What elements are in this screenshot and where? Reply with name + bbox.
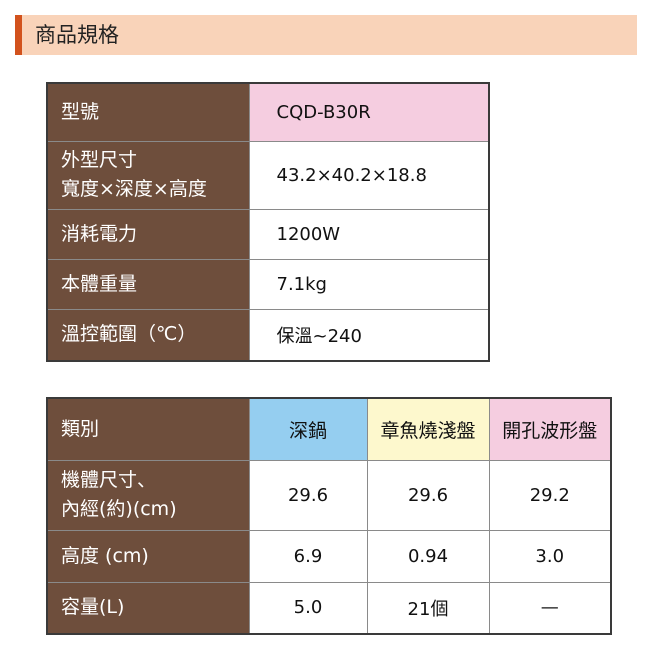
spec-label-weight: 本體重量 [46,258,250,310]
comparison-row-size: 機體尺寸、 內經(約)(cm) 29.6 29.6 29.2 [46,459,612,531]
spec-row-model: 型號 CQD-B30R [46,82,490,142]
spec-label-model: 型號 [46,82,250,142]
spec-row-power: 消耗電力 1200W [46,208,490,260]
comparison-value-capacity-takoyaki-plate: 21個 [366,581,490,635]
column-header-takoyaki-plate: 章魚燒淺盤 [366,397,490,461]
comparison-value-capacity-deep-pot: 5.0 [248,581,368,635]
spec-value-temperature: 保溫~240 [248,308,490,362]
comparison-row-height: 高度 (cm) 6.9 0.94 3.0 [46,529,612,583]
spec-row-weight: 本體重量 7.1kg [46,258,490,310]
comparison-header-row: 類別 深鍋 章魚燒淺盤 開孔波形盤 [46,397,612,461]
comparison-corner-label: 類別 [46,397,250,461]
spec-row-temperature: 溫控範圍（℃） 保溫~240 [46,308,490,362]
comparison-value-height-deep-pot: 6.9 [248,529,368,583]
comparison-value-size-grill-plate: 29.2 [488,459,612,531]
spec-table: 型號 CQD-B30R 外型尺寸 寬度×深度×高度 43.2×40.2×18.8… [46,82,490,362]
column-header-grill-plate: 開孔波形盤 [488,397,612,461]
comparison-row-capacity: 容量(L) 5.0 21個 — [46,581,612,635]
spec-value-weight: 7.1kg [248,258,490,310]
spec-label-temperature: 溫控範圍（℃） [46,308,250,362]
spec-label-dimensions: 外型尺寸 寬度×深度×高度 [46,140,250,210]
comparison-label-height: 高度 (cm) [46,529,250,583]
comparison-value-height-takoyaki-plate: 0.94 [366,529,490,583]
comparison-value-capacity-grill-plate: — [488,581,612,635]
comparison-label-capacity: 容量(L) [46,581,250,635]
spec-label-power: 消耗電力 [46,208,250,260]
section-header-accent-bar [15,15,22,55]
column-header-deep-pot: 深鍋 [248,397,368,461]
spec-value-dimensions: 43.2×40.2×18.8 [248,140,490,210]
comparison-label-size: 機體尺寸、 內經(約)(cm) [46,459,250,531]
comparison-value-height-grill-plate: 3.0 [488,529,612,583]
spec-row-dimensions: 外型尺寸 寬度×深度×高度 43.2×40.2×18.8 [46,140,490,210]
spec-value-model: CQD-B30R [248,82,490,142]
spec-value-power: 1200W [248,208,490,260]
comparison-value-size-takoyaki-plate: 29.6 [366,459,490,531]
section-title: 商品規格 [35,23,119,47]
comparison-value-size-deep-pot: 29.6 [248,459,368,531]
section-header: 商品規格 [15,15,637,55]
comparison-table: 類別 深鍋 章魚燒淺盤 開孔波形盤 機體尺寸、 內經(約)(cm) 29.6 2… [46,397,612,635]
